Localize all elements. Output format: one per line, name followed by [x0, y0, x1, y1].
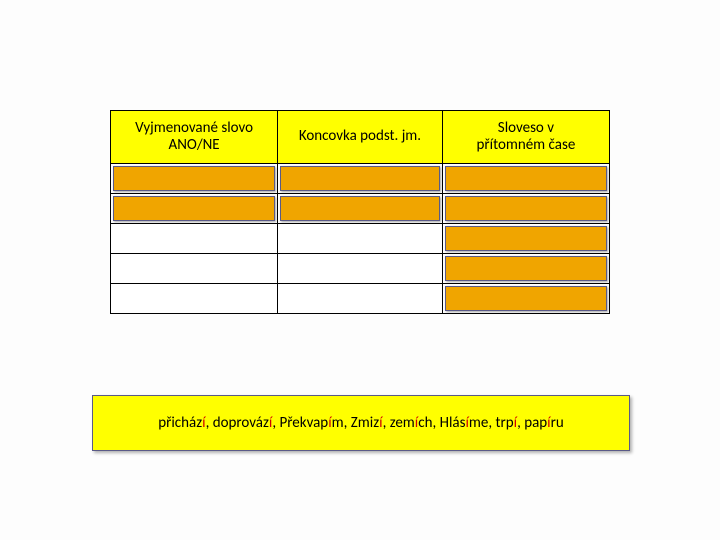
table-cell [111, 194, 278, 224]
cover-shape[interactable] [445, 196, 607, 221]
table-cell [278, 164, 443, 194]
table-row [111, 224, 610, 254]
table-cell [278, 254, 443, 284]
table-cell [442, 284, 609, 314]
cover-shape[interactable] [280, 166, 440, 191]
cover-shape[interactable] [445, 256, 607, 281]
table-cell [111, 164, 278, 194]
table-cell [278, 284, 443, 314]
answer-segment: m, [332, 414, 351, 432]
header-sloveso: Sloveso vpřítomném čase [442, 111, 609, 164]
answer-segment: , [383, 414, 390, 432]
answer-segment: , [272, 414, 279, 432]
table-row [111, 254, 610, 284]
answer-segment: doprováz [213, 414, 269, 432]
table-cell [278, 224, 443, 254]
cover-shape[interactable] [445, 286, 607, 311]
table-cell [111, 254, 278, 284]
table-head: Vyjmenované slovoANO/NE Koncovka podst. … [111, 111, 610, 164]
answer-box: přichází, doprovází, Překvapím, Zmizí, z… [92, 395, 630, 451]
table-row [111, 284, 610, 314]
header-koncovka: Koncovka podst. jm. [278, 111, 443, 164]
answer-text: přichází, doprovází, Překvapím, Zmizí, z… [158, 414, 564, 432]
table-cell [111, 284, 278, 314]
cover-shape[interactable] [445, 166, 607, 191]
table-cell [278, 194, 443, 224]
table-cell [442, 164, 609, 194]
grammar-table: Vyjmenované slovoANO/NE Koncovka podst. … [110, 110, 610, 314]
answer-segment: Překvap [280, 414, 329, 432]
answer-segment: zem [390, 414, 415, 432]
cover-shape[interactable] [445, 226, 607, 251]
header-vyjmenovane: Vyjmenované slovoANO/NE [111, 111, 278, 164]
answer-segment: přicház [158, 414, 202, 432]
cover-shape[interactable] [113, 196, 275, 221]
answer-segment: Zmiz [351, 414, 379, 432]
cover-shape[interactable] [280, 196, 440, 221]
table-row [111, 194, 610, 224]
table-row [111, 164, 610, 194]
answer-segment: trp [495, 414, 513, 432]
cover-shape[interactable] [113, 166, 275, 191]
answer-segment: pap [524, 414, 547, 432]
answer-segment: ru [551, 414, 564, 432]
answer-segment: ch, [418, 414, 439, 432]
answer-segment: Hlás [440, 414, 466, 432]
header-row: Vyjmenované slovoANO/NE Koncovka podst. … [111, 111, 610, 164]
answer-segment: , [206, 414, 213, 432]
table: Vyjmenované slovoANO/NE Koncovka podst. … [110, 110, 610, 314]
table-cell [442, 224, 609, 254]
table-cell [442, 254, 609, 284]
table-body [111, 164, 610, 314]
table-cell [111, 224, 278, 254]
answer-segment: me, [469, 414, 496, 432]
table-cell [442, 194, 609, 224]
